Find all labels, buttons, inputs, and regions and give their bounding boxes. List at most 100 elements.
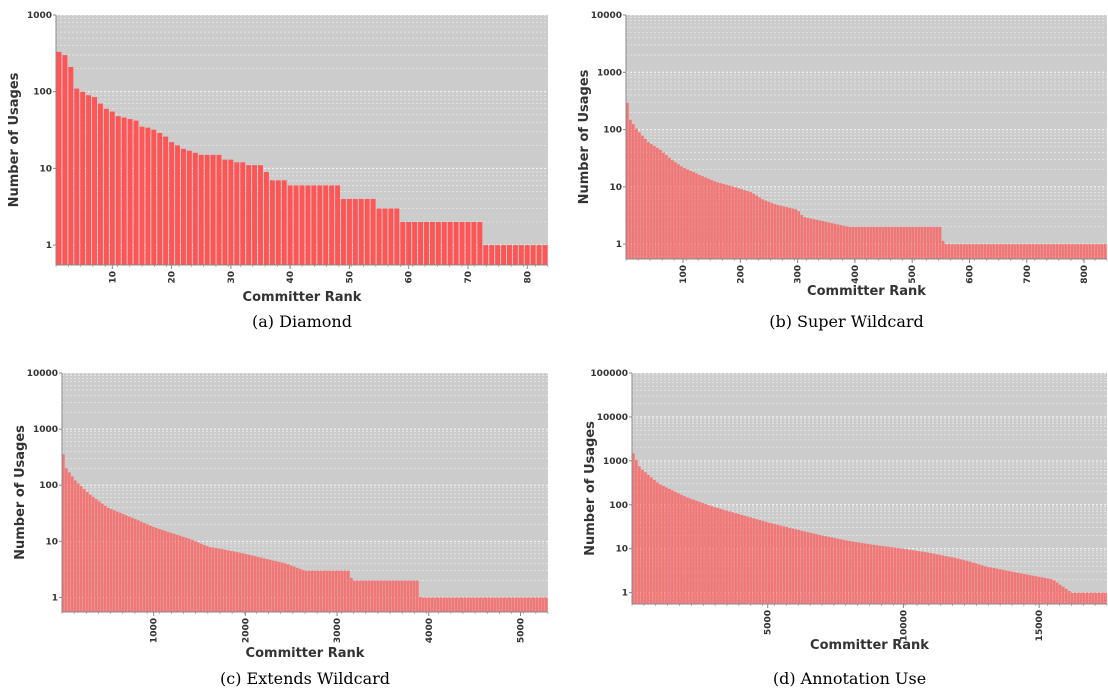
bar-segment-2 <box>68 472 71 612</box>
bar-segment-154 <box>524 597 527 612</box>
x-tick-label: 5000 <box>764 610 774 635</box>
bar-segment-115 <box>977 564 981 604</box>
bar-segment-127 <box>1007 244 1011 259</box>
bar-segment-51 <box>779 205 783 259</box>
bar-8 <box>97 103 103 265</box>
bars <box>626 102 1107 259</box>
bar-segment-125 <box>437 597 440 612</box>
bar-63 <box>424 221 429 265</box>
bar-segment-85 <box>881 226 885 259</box>
bar-segment-36 <box>170 532 173 612</box>
bar-segment-121 <box>425 597 428 612</box>
bar-58 <box>394 208 400 265</box>
bar-segment-92 <box>338 570 341 612</box>
bar-segment-139 <box>1049 579 1053 604</box>
bar-segment-113 <box>971 562 975 604</box>
y-tick-label: 100 <box>33 88 52 98</box>
bar-segment-57 <box>233 551 236 612</box>
bar-segment-29 <box>149 525 152 612</box>
bar-34 <box>252 165 258 265</box>
bar-segment-120 <box>992 568 996 604</box>
bar-segment-52 <box>782 206 786 259</box>
bar-segment-64 <box>824 536 828 604</box>
bar-segment-10 <box>92 496 95 612</box>
bar-segment-125 <box>1001 244 1005 259</box>
bar-21 <box>175 145 180 265</box>
bar-1 <box>56 51 62 265</box>
bar-segment-50 <box>212 547 215 612</box>
x-axis-title: Committer Rank <box>807 284 926 299</box>
bar-segment-65 <box>827 536 831 604</box>
bar-segment-3 <box>635 128 638 259</box>
bar-segment-129 <box>1019 573 1023 604</box>
x-tick-label: 70 <box>464 271 474 284</box>
bar-segment-49 <box>209 547 212 612</box>
bar-segment-150 <box>512 597 515 612</box>
bar-segment-96 <box>350 577 353 612</box>
x-tick-label: 30 <box>227 271 237 284</box>
bar-segment-68 <box>836 538 840 604</box>
bar-segment-160 <box>542 597 545 612</box>
bar-segment-38 <box>176 534 179 612</box>
bar-segment-1 <box>635 459 638 604</box>
bar-segment-140 <box>1046 244 1050 259</box>
bar-segment-30 <box>722 509 725 604</box>
bar-segment-140 <box>482 597 485 612</box>
bar-segment-80 <box>872 544 876 604</box>
panel-caption: (d) Annotation Use <box>773 669 926 688</box>
bar-segment-134 <box>1028 244 1032 259</box>
bar-segment-104 <box>938 226 942 259</box>
bar-segment-8 <box>656 482 659 604</box>
x-tick-label: 1000 <box>150 618 160 643</box>
bar-segment-32 <box>158 528 161 612</box>
bar-81 <box>530 245 536 265</box>
bar-segment-1 <box>629 119 632 259</box>
bar-segment-52 <box>218 548 221 612</box>
bar-segment-42 <box>752 193 755 259</box>
bar-segment-14 <box>668 157 671 259</box>
bar-segment-74 <box>284 563 287 612</box>
bar-22 <box>180 148 186 265</box>
bar-segment-108 <box>956 558 960 604</box>
bar-segment-17 <box>677 164 680 259</box>
bar-segment-47 <box>773 524 777 604</box>
bar-59 <box>400 221 406 265</box>
bar-segment-29 <box>713 181 716 259</box>
bar-segment-77 <box>857 226 861 259</box>
bar-segment-8 <box>650 144 653 259</box>
bar-segment-108 <box>386 580 389 612</box>
bar-segment-88 <box>890 226 894 259</box>
bar-segment-45 <box>761 199 764 259</box>
bar-segment-38 <box>746 516 749 604</box>
bar-segment-57 <box>797 211 801 259</box>
bar-segment-133 <box>461 597 464 612</box>
bar-segment-71 <box>845 540 849 604</box>
bar-segment-76 <box>860 542 864 604</box>
bar-segment-23 <box>695 173 698 259</box>
bar-segment-61 <box>245 554 248 612</box>
chart-panel-2: 1 10 100 1000 10000 1000 2000 3000 4000 5000 Commi… <box>13 369 549 688</box>
bar-75 <box>495 245 501 265</box>
bar-segment-13 <box>101 503 104 612</box>
y-tick-label: 1000 <box>33 425 58 435</box>
y-tick-label: 100000 <box>590 369 628 379</box>
bar-segment-88 <box>896 547 900 604</box>
bar-segment-111 <box>965 560 969 604</box>
bar-71 <box>471 221 477 265</box>
bar-segment-118 <box>980 244 984 259</box>
bar-segment-12 <box>668 488 671 604</box>
bar-segment-12 <box>98 501 101 612</box>
bar-segment-42 <box>758 519 761 604</box>
bar-segment-109 <box>389 580 392 612</box>
bar-segment-36 <box>734 187 737 259</box>
bar-segment-85 <box>887 546 891 604</box>
bar-segment-97 <box>923 552 927 604</box>
bar-segment-49 <box>773 204 777 259</box>
bar-segment-154 <box>1094 592 1098 604</box>
bar-segment-101 <box>365 580 368 612</box>
bar-segment-27 <box>143 523 146 612</box>
bar-segment-136 <box>470 597 473 612</box>
y-tick-label: 1 <box>52 593 58 603</box>
bar-51 <box>352 198 358 265</box>
bar-segment-152 <box>1088 592 1092 604</box>
